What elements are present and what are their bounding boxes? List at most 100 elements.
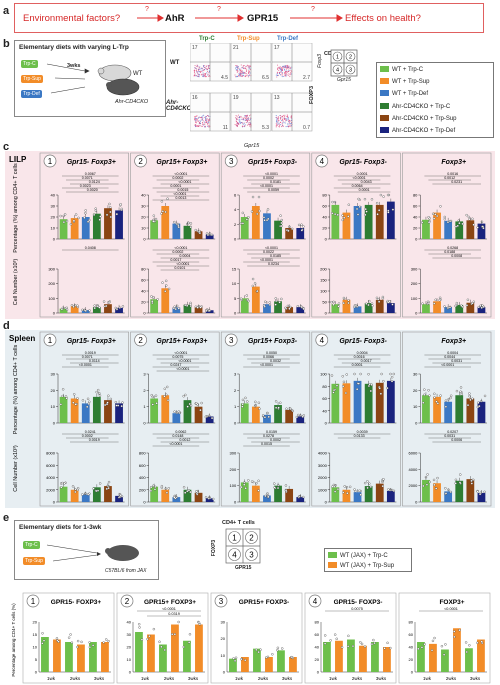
data-point [174, 307, 177, 311]
y-tick: 200 [48, 281, 55, 286]
data-point [250, 210, 254, 213]
data-point [276, 486, 280, 490]
legend-b-item-1: WT + Trp-Sup [380, 78, 429, 87]
bar [115, 210, 123, 239]
e-data-point [80, 640, 83, 644]
data-point [288, 307, 291, 310]
data-point [240, 485, 243, 489]
bar [353, 306, 362, 313]
subpanel-title: Gpr15+ Foxp3+ [156, 159, 207, 166]
p-value: 0.0002 [263, 176, 274, 180]
data-point [297, 223, 301, 227]
row1-ylabel: Percentage (%) among CD4+ T cells [13, 344, 19, 434]
bar [81, 494, 90, 502]
bar [183, 304, 192, 313]
e-key-n1: 1 [232, 534, 237, 543]
subpanel-3: 3 Gpr15+ Foxp3-0246<0.00010.00020.0181<0.… [220, 152, 311, 318]
data-point [457, 219, 461, 222]
data-point [359, 493, 362, 496]
y-tick: 0 [143, 311, 146, 316]
e-bar [253, 648, 261, 672]
e-data-point [102, 641, 105, 644]
data-point [241, 222, 245, 225]
data-point [425, 483, 429, 486]
data-point [386, 193, 390, 197]
data-point [290, 227, 294, 231]
data-point [331, 200, 334, 204]
bar [70, 398, 79, 423]
e-y-tick: 40 [409, 645, 414, 650]
food-trp-sup: Trp-Sup [21, 75, 43, 83]
e-bar [159, 644, 167, 672]
e-key-ylabel: FOXP3 [211, 539, 218, 557]
legend-e: WT (JAX) + Trp-C WT (JAX) + Trp-Sup [324, 548, 412, 572]
p-value: 0.0043 [361, 180, 372, 184]
data-point [88, 309, 91, 312]
bar [172, 497, 181, 502]
y-tick: 2000 [46, 487, 56, 492]
bar [342, 489, 351, 502]
flow-row-wt: WT [170, 60, 180, 66]
p-value: 0.0019 [89, 438, 100, 442]
e-y-tick: 20 [33, 620, 38, 625]
e-week-label: 3wks [94, 676, 105, 681]
p-value: 0.0017 [170, 258, 181, 262]
data-point [164, 290, 167, 293]
data-point [347, 301, 350, 305]
data-point [358, 205, 361, 209]
e-subpanel-num: 4 [313, 597, 318, 606]
data-point [392, 489, 396, 493]
data-point [165, 491, 169, 494]
e-mouse-label: C57BL/6 from JAX [105, 568, 147, 574]
bar [183, 400, 192, 423]
mouse-ko-label: Ahr-CD4CKO [115, 99, 149, 105]
data-point [377, 298, 380, 301]
flow-plot: 216.5 [230, 43, 272, 82]
bar [194, 492, 203, 502]
data-point [76, 397, 79, 400]
y-tick: 40 [51, 193, 56, 198]
data-point [107, 301, 111, 304]
e-bar [65, 642, 73, 672]
quad-key-xlabel: Gpr15 [337, 77, 351, 83]
bar [205, 416, 214, 423]
data-point [370, 198, 374, 201]
bar [433, 396, 441, 423]
p-value: 0.0008 [451, 254, 462, 258]
data-point [267, 217, 270, 221]
data-point [444, 487, 447, 490]
data-point [93, 306, 96, 310]
data-point [387, 488, 390, 491]
data-point [72, 401, 75, 404]
p-value: 0.0001 [352, 363, 363, 367]
e-data-point [70, 641, 74, 644]
e-key-n3: 3 [249, 551, 254, 560]
data-point [166, 399, 170, 402]
bar [150, 486, 159, 502]
bar [353, 380, 362, 423]
e-subpanel-num: 1 [31, 597, 36, 606]
bar [240, 482, 249, 502]
bar [466, 398, 475, 423]
p-value: 0.0002 [172, 250, 183, 254]
e-week-label: 3wks [188, 676, 199, 681]
data-point [155, 402, 158, 405]
data-point [472, 300, 475, 303]
subpanel-5: Foxp3+01020300.00040.00440.0031<0.000102… [402, 331, 492, 507]
subpanel-title: Foxp3+ [441, 159, 466, 166]
y-tick: 400 [139, 475, 146, 480]
data-point [436, 402, 440, 405]
data-point [299, 305, 303, 308]
e-bar [323, 642, 331, 672]
e-bar [241, 657, 249, 672]
bar [59, 396, 68, 423]
y-tick: 200 [320, 267, 327, 272]
bar [375, 204, 384, 239]
diet-schematic: Elementary diets with varying L-Trp Trp-… [14, 40, 166, 117]
e-y-tick: 20 [315, 657, 320, 662]
flow-col-trpsup: Trp-Sup [237, 36, 260, 42]
q-mark-1: ? [145, 6, 149, 13]
y-tick: 60 [322, 204, 327, 209]
data-point [365, 210, 368, 213]
e-y-tick: 0 [35, 670, 38, 675]
